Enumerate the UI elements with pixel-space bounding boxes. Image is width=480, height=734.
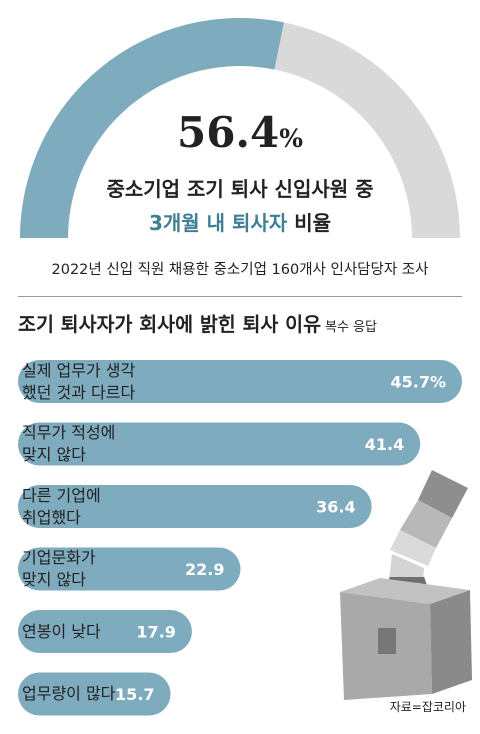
gauge-title-line2: 3개월 내 퇴사자 비율 [0, 210, 480, 236]
bar-value-label: 17.9 [136, 623, 175, 642]
category-label: 업무량이 많다 [22, 684, 116, 703]
briefcase-hand-icon [340, 470, 472, 700]
gauge-title-line1: 중소기업 조기 퇴사 신입사원 중 [106, 177, 374, 201]
bar [18, 422, 421, 466]
bar-value-label: 22.9 [185, 560, 224, 579]
survey-note: 2022년 신입 직원 채용한 중소기업 160개사 인사담당자 조사 [51, 262, 429, 278]
bar-value-label: 36.4 [316, 498, 355, 517]
bar-value-label: 41.4 [365, 435, 404, 454]
gauge-title-highlight: 3개월 내 퇴사자 [148, 211, 288, 235]
category-label: 다른 기업에 취업했다 [22, 485, 101, 527]
reasons-subtitle: 복수 응답 [325, 320, 378, 335]
gauge-percentage: 56.4% [0, 108, 480, 164]
category-label: 실제 업무가 생각 했던 것과 다르다 [22, 360, 136, 402]
divider [18, 296, 462, 297]
gauge-fill [20, 17, 284, 238]
gauge-value: 56.4 [176, 108, 280, 157]
category-label: 직무가 적성에 맞지 않다 [22, 423, 116, 464]
bar [18, 360, 462, 403]
gauge-unit: % [279, 124, 304, 153]
reasons-title: 조기 퇴사자가 회사에 밝힌 퇴사 이유 복수 응답 [18, 312, 377, 341]
category-label: 기업문화가 맞지 않다 [22, 548, 96, 589]
bar [18, 547, 241, 591]
gauge-title-rest: 비율 [287, 211, 331, 235]
bar-value-label: 45.7% [390, 373, 446, 392]
bar [18, 672, 171, 716]
bar [18, 485, 372, 528]
source-note: 자료=잡코리아 [389, 700, 466, 714]
reasons-title-text: 조기 퇴사자가 회사에 밝힌 퇴사 이유 [18, 313, 322, 336]
bar-value-label: 15.7 [115, 685, 154, 704]
bar [18, 610, 192, 653]
gauge-chart [20, 17, 460, 239]
category-label: 연봉이 낮다 [22, 621, 101, 641]
